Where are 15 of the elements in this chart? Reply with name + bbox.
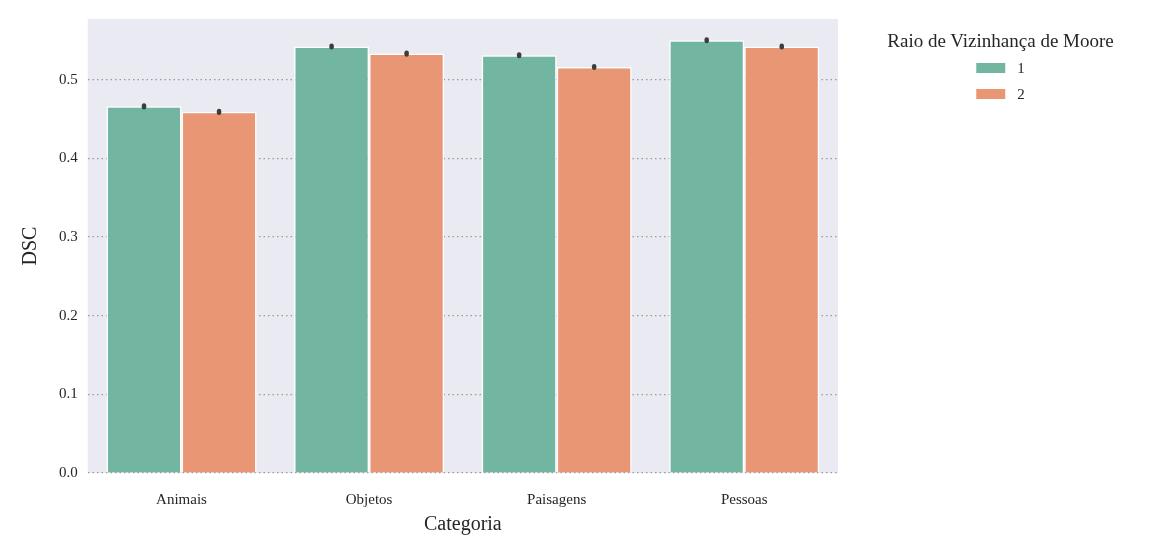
y-axis-title: DSC xyxy=(18,226,41,266)
x-tick-label: Pessoas xyxy=(720,490,768,507)
legend-label: 1 xyxy=(1017,59,1025,76)
x-tick-label: Objetos xyxy=(345,490,393,507)
y-tick-label: 0.3 xyxy=(59,227,78,244)
legend-title: Raio de Vizinhança de Moore xyxy=(887,29,1114,51)
x-tick-label: Animais xyxy=(156,490,208,507)
y-tick-label: 0.2 xyxy=(59,306,78,323)
x-tick-label: Paisagens xyxy=(527,490,587,507)
y-tick-label: 0.5 xyxy=(59,70,78,87)
y-tick-label: 0.0 xyxy=(59,463,78,480)
x-axis-title: Categoria xyxy=(424,512,502,536)
y-tick-label: 0.4 xyxy=(59,149,79,166)
y-tick-label: 0.1 xyxy=(59,385,78,402)
legend-label: 2 xyxy=(1017,85,1025,102)
